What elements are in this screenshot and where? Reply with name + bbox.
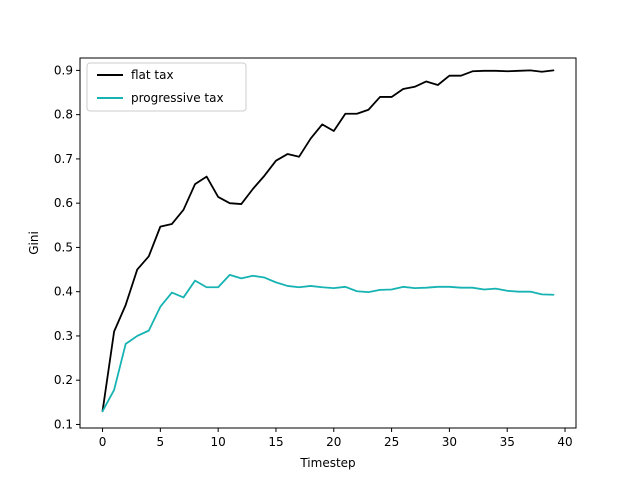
x-tick-label: 30: [442, 435, 457, 449]
y-tick-label: 0.8: [54, 108, 73, 122]
y-tick-label: 0.7: [54, 152, 73, 166]
series-line-flat-tax: [101, 69, 555, 413]
y-tick-label: 0.4: [54, 285, 73, 299]
x-axis: 0 5 10 15 20 25 30 35 40: [99, 428, 573, 449]
x-tick-label: 5: [157, 435, 165, 449]
y-tick-label: 0.2: [54, 373, 73, 387]
x-tick-label: 15: [268, 435, 283, 449]
x-axis-label: Timestep: [299, 456, 355, 470]
legend: flat tax progressive tax: [86, 62, 247, 112]
series-layer: [101, 69, 555, 413]
x-tick-label: 25: [384, 435, 399, 449]
x-tick-label: 0: [99, 435, 107, 449]
x-tick-label: 35: [500, 435, 515, 449]
legend-label-progressive-tax: progressive tax: [131, 91, 224, 105]
y-tick-label: 0.3: [54, 329, 73, 343]
y-tick-label: 0.5: [54, 240, 73, 254]
legend-label-flat-tax: flat tax: [131, 68, 174, 82]
y-tick-label: 0.9: [54, 63, 73, 77]
x-tick-label: 40: [557, 435, 572, 449]
y-axis: 0.1 0.2 0.3 0.4 0.5 0.6 0.7 0.8 0.9: [54, 63, 80, 431]
x-tick-label: 10: [211, 435, 226, 449]
series-line-progressive-tax: [101, 273, 555, 413]
x-tick-label: 20: [326, 435, 341, 449]
y-tick-label: 0.6: [54, 196, 73, 210]
axes-frame: [79, 57, 577, 429]
y-tick-label: 0.1: [54, 417, 73, 431]
y-axis-label: Gini: [27, 231, 41, 255]
legend-box: [86, 62, 247, 112]
